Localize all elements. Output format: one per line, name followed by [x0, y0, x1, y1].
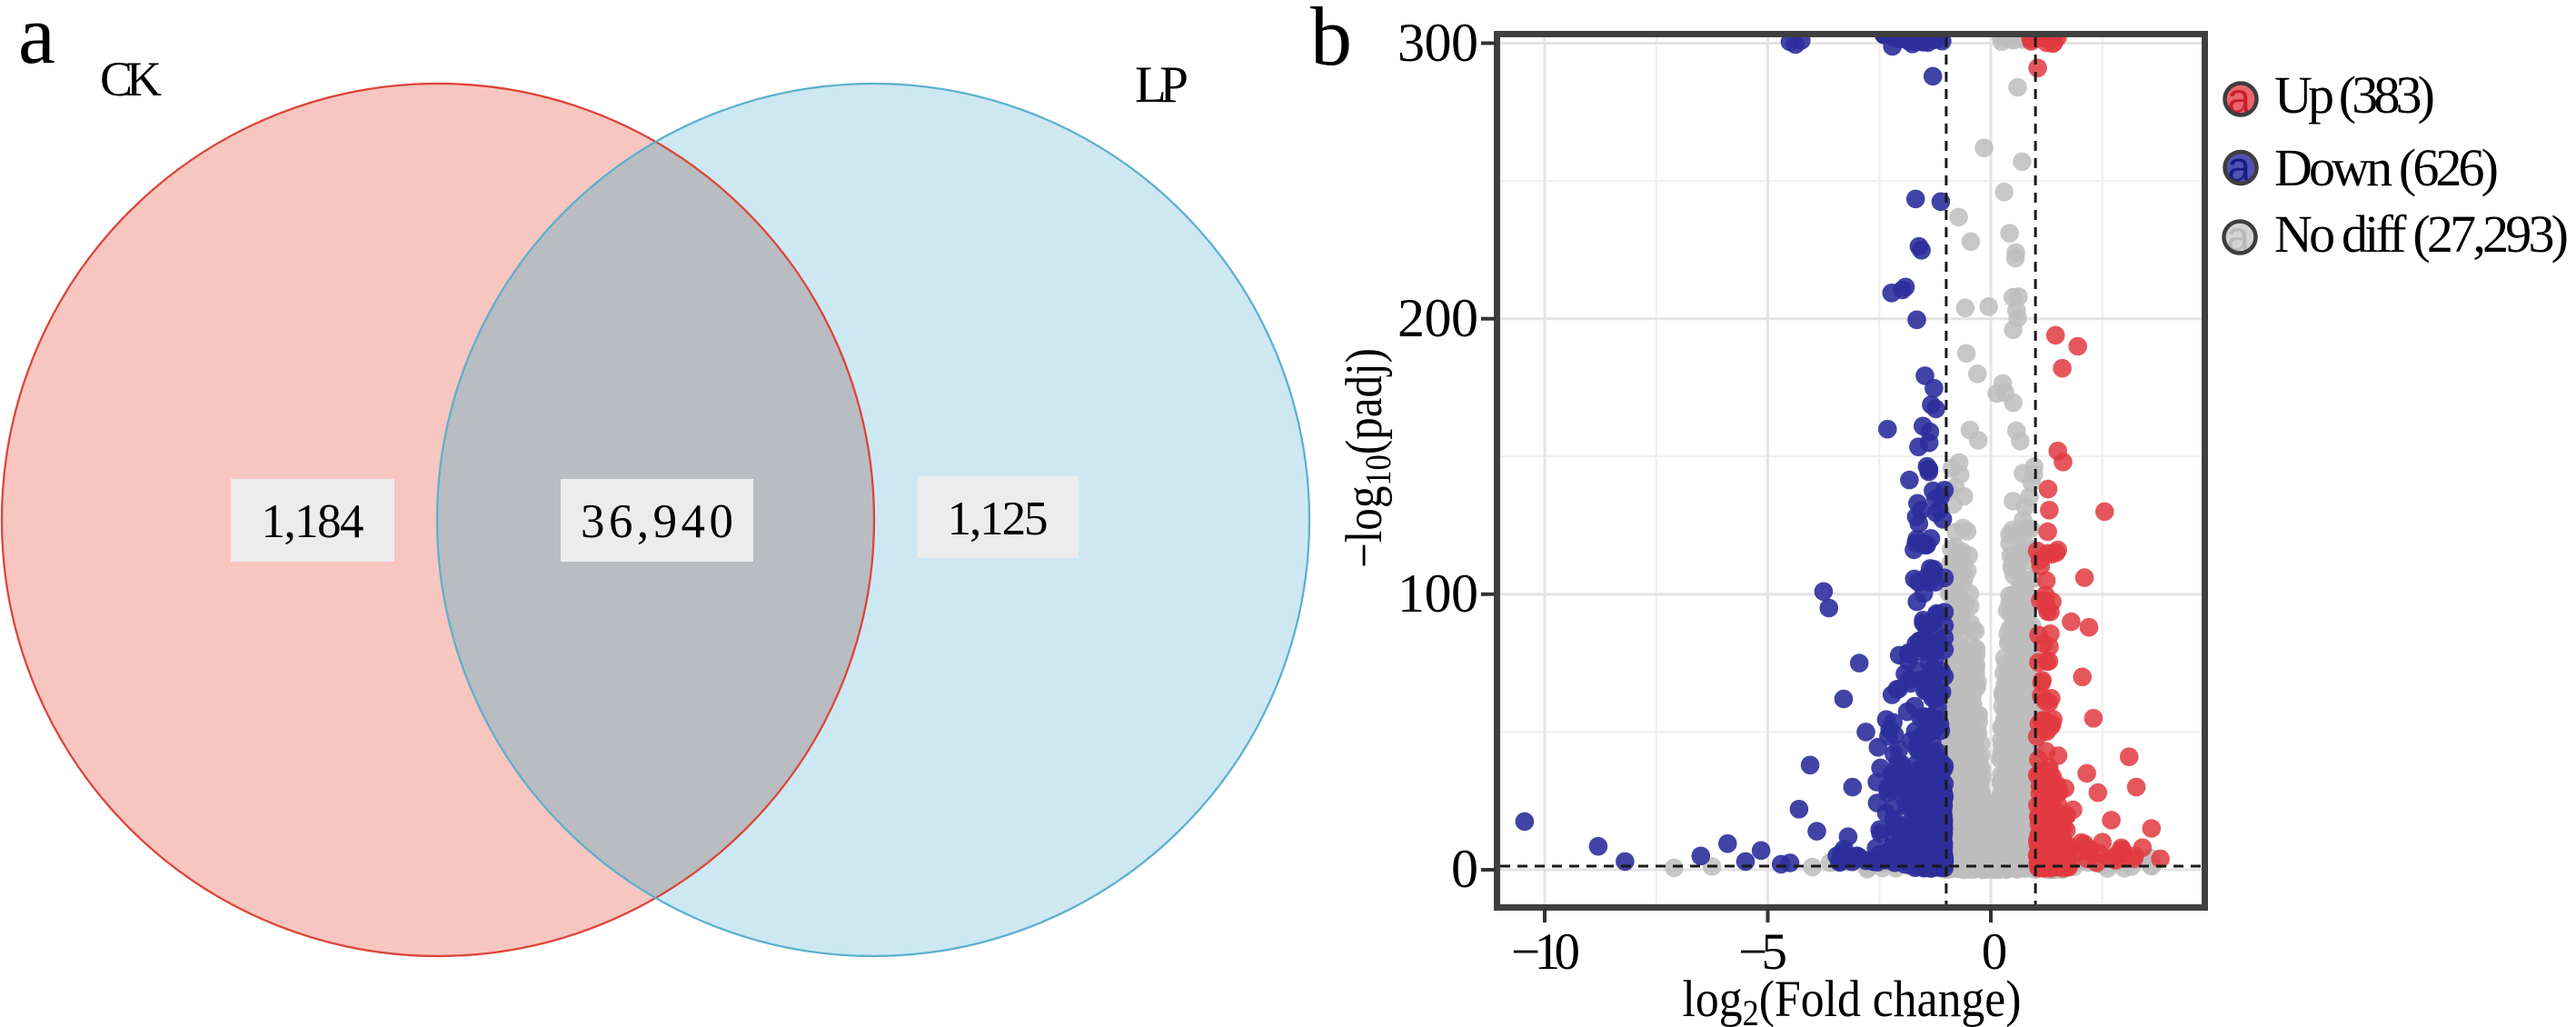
svg-text:No diff (27,293): No diff (27,293): [2274, 204, 2569, 264]
svg-text:200: 200: [1397, 288, 1478, 348]
svg-text:Up (383): Up (383): [2274, 65, 2435, 125]
svg-text:a: a: [2227, 144, 2251, 191]
svg-text:1,125: 1,125: [948, 493, 1049, 545]
svg-text:100: 100: [1397, 563, 1478, 623]
svg-text:log2(Fold change): log2(Fold change): [1683, 971, 2022, 1027]
svg-text:a: a: [2227, 75, 2251, 122]
svg-text:−log10(padj): −log10(padj): [1336, 348, 1398, 568]
svg-text:0: 0: [1982, 923, 2008, 981]
svg-text:a: a: [18, 0, 55, 81]
svg-text:b: b: [1310, 0, 1352, 83]
svg-text:−10: −10: [1511, 923, 1580, 981]
svg-text:300: 300: [1397, 13, 1478, 73]
svg-text:Down (626): Down (626): [2274, 138, 2499, 197]
svg-text:36,940: 36,940: [581, 495, 733, 548]
svg-text:a: a: [2226, 213, 2250, 260]
svg-text:LP: LP: [1135, 56, 1189, 114]
svg-text:0: 0: [1451, 839, 1478, 899]
svg-text:CK: CK: [100, 52, 162, 106]
svg-text:−5: −5: [1738, 923, 1787, 981]
svg-text:1,184: 1,184: [262, 495, 364, 548]
